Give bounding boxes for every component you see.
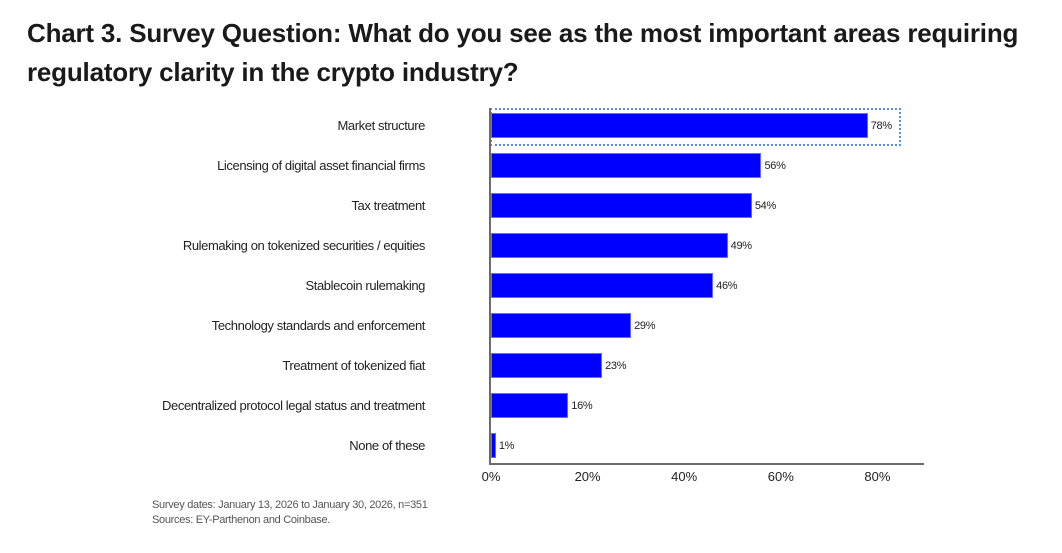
category-label: Stablecoin rulemaking <box>305 278 425 293</box>
bar-row: Treatment of tokenized fiat 23% <box>0 353 1000 379</box>
category-label: Decentralized protocol legal status and … <box>162 398 425 413</box>
value-label: 29% <box>634 320 656 332</box>
bar <box>491 153 762 178</box>
value-label: 49% <box>730 240 752 252</box>
bar-row: Decentralized protocol legal status and … <box>0 393 1000 419</box>
x-tick-label: 40% <box>671 469 698 484</box>
category-label: Tax treatment <box>351 198 425 213</box>
bar <box>491 233 728 258</box>
x-tick-label: 60% <box>767 469 794 484</box>
bar <box>491 273 714 298</box>
x-tick-label: 80% <box>864 469 891 484</box>
sources-note: Sources: EY-Parthenon and Coinbase. <box>152 514 331 526</box>
value-label: 16% <box>571 400 593 412</box>
bar <box>491 353 603 378</box>
survey-dates-note: Survey dates: January 13, 2026 to Januar… <box>152 499 428 511</box>
category-label: Market structure <box>337 118 425 133</box>
y-axis-line <box>489 108 491 464</box>
bar-row: Technology standards and enforcement 29% <box>0 313 1000 339</box>
bar-row: Stablecoin rulemaking 46% <box>0 273 1000 299</box>
category-label: Treatment of tokenized fiat <box>282 358 425 373</box>
bar-row: None of these 1% <box>0 433 1000 459</box>
bar-row: Rulemaking on tokenized securities / equ… <box>0 233 1000 259</box>
bar-row: Market structure 78% <box>0 113 1000 139</box>
chart-title: Chart 3. Survey Question: What do you se… <box>27 18 1019 87</box>
bar <box>491 113 868 138</box>
x-tick-label: 0% <box>481 469 501 484</box>
value-label: 56% <box>764 160 786 172</box>
bar <box>491 313 632 338</box>
value-label: 1% <box>498 440 515 452</box>
value-label: 54% <box>754 200 776 212</box>
category-label: None of these <box>349 438 425 453</box>
bar <box>491 393 569 418</box>
category-label: Rulemaking on tokenized securities / equ… <box>182 238 426 253</box>
bar <box>491 193 752 218</box>
x-axis-line <box>489 463 924 465</box>
value-label: 78% <box>870 120 892 132</box>
x-tick-label: 20% <box>574 469 601 484</box>
bar <box>491 433 496 458</box>
value-label: 23% <box>605 360 627 372</box>
value-label: 46% <box>716 280 738 292</box>
category-label: Licensing of digital asset financial fir… <box>217 158 425 173</box>
bar-row: Tax treatment 54% <box>0 193 1000 219</box>
category-label: Technology standards and enforcement <box>211 318 426 333</box>
bar-row: Licensing of digital asset financial fir… <box>0 153 1000 179</box>
